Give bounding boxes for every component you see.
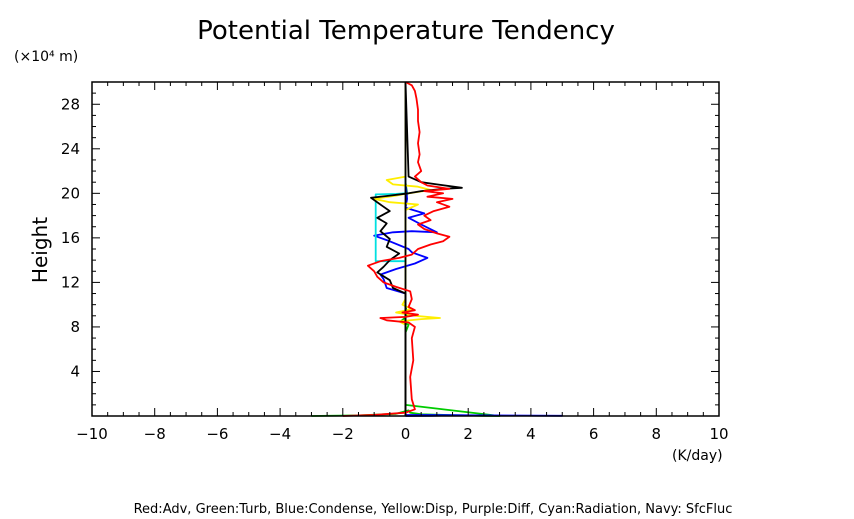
y-tick-label: 8: [70, 318, 80, 336]
y-tick-label: 24: [61, 140, 80, 158]
series-line-6: [342, 81, 454, 417]
y-tick-label: 4: [70, 362, 80, 380]
legend-caption: Red:Adv, Green:Turb, Blue:Condense, Yell…: [134, 502, 733, 517]
x-tick-label: 2: [463, 425, 473, 443]
x-unit-label: (K/day): [672, 448, 723, 464]
y-tick-label: 16: [61, 229, 80, 247]
x-tick-label: −8: [144, 425, 166, 443]
x-tick-label: −2: [332, 425, 354, 443]
x-tick-label: −6: [206, 425, 228, 443]
plot-frame: [91, 81, 720, 417]
x-tick-label: −4: [269, 425, 291, 443]
y-tick-label: 12: [61, 273, 80, 291]
x-tick-label: 4: [526, 425, 536, 443]
chart-title: Potential Temperature Tendency: [197, 16, 615, 46]
y-unit-label: (×10⁴ m): [14, 49, 78, 65]
x-tick-label: −10: [76, 425, 108, 443]
x-tick-label: 10: [709, 425, 728, 443]
series-line-1: [373, 82, 564, 417]
y-axis-label: Height: [28, 217, 52, 283]
y-tick-label: 28: [61, 95, 80, 113]
y-tick-label: 20: [61, 184, 80, 202]
series-layer: [311, 81, 564, 417]
x-tick-label: 6: [589, 425, 599, 443]
series-line-4: [370, 81, 463, 416]
x-tick-label: 0: [401, 425, 411, 443]
x-tick-label: 8: [652, 425, 662, 443]
